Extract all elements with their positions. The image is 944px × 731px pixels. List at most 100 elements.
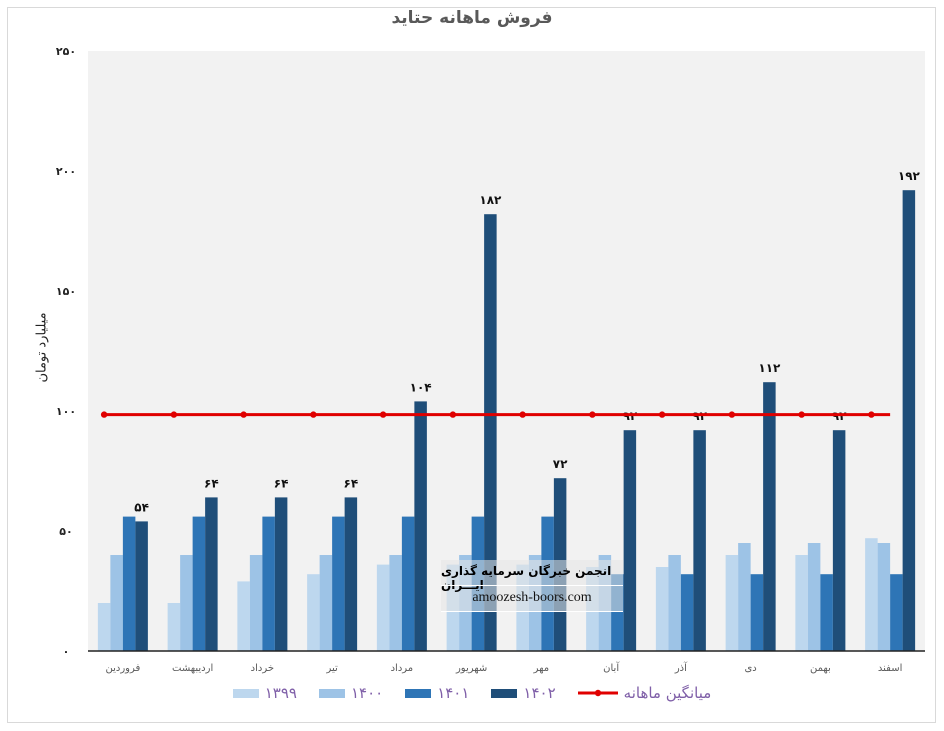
x-tick-label: اسفند [878,663,902,674]
x-tick-label: فروردین [105,663,140,674]
x-tick-label: بهمن [810,663,831,674]
x-tick-label: شهریور [455,663,487,674]
average-marker [868,411,875,418]
legend-label: میانگین ماهانه [623,684,712,702]
bar-۱۳۹۹ [307,574,320,651]
bar-۱۴۰۰ [180,555,193,651]
bar-۱۴۰۲ [693,430,706,651]
bar-۱۴۰۲ [344,497,358,651]
legend-swatch [405,688,432,698]
watermark-line1: انجمن خبرگان سرمایه گذاری ایـــران [441,564,612,592]
average-marker [240,411,247,418]
y-tick-label: ۲۵۰ [56,45,76,58]
bar-۱۳۹۹ [376,564,390,651]
average-marker [379,411,387,418]
bar-۱۴۰۰ [249,555,263,651]
bar-۱۴۰۲ [484,214,497,651]
bar-۱۴۰۲ [274,497,288,651]
legend-swatch [491,688,518,698]
x-tick-label: تیر [325,663,338,674]
legend-item: ۱۴۰۲ [491,684,556,702]
bar-۱۴۰۲ [902,190,916,651]
bar-۱۴۰۲ [205,497,218,651]
average-marker [310,411,317,418]
legend-swatch [232,688,259,698]
data-label: ۱۸۲ [479,193,502,207]
chart-frame [7,7,936,723]
bar-۱۳۹۹ [795,555,808,651]
bar-۱۴۰۱ [750,574,764,651]
bar-۱۴۰۲ [623,430,637,651]
x-tick-label: خرداد [251,663,274,674]
bar-۱۴۰۱ [192,516,206,651]
bar-۱۴۰۱ [890,574,903,651]
bar-۱۴۰۱ [820,574,833,651]
bar-۱۴۰۲ [135,521,148,651]
average-marker [728,411,736,418]
legend-line-marker [577,689,618,697]
average-marker [170,411,178,418]
legend-label: ۱۴۰۰ [350,684,384,702]
bar-۱۳۹۹ [167,603,181,651]
legend-label: ۱۳۹۹ [264,684,297,702]
data-label: ۹۲ [832,409,847,423]
x-tick-label: آذر [674,661,688,674]
plot-area [88,51,925,651]
legend-item-average: میانگین ماهانه [577,684,712,702]
bar-۱۴۰۰ [110,555,123,651]
y-tick-label: ۱۰۰ [56,405,76,418]
bar-۱۴۰۱ [262,516,275,651]
legend-label: ۱۴۰۲ [523,684,556,702]
bar-۱۳۹۹ [237,581,250,651]
bar-۱۴۰۲ [414,401,427,651]
legend-swatch [318,688,345,698]
bar-۱۴۰۰ [877,543,891,651]
data-label: ۹۲ [692,409,707,423]
data-label: ۵۴ [134,500,149,514]
legend-label: ۱۴۰۱ [437,684,470,702]
data-label: ۶۴ [344,476,359,490]
average-marker [798,411,805,418]
data-label: ۶۴ [274,476,289,490]
bar-۱۳۹۹ [865,538,878,651]
data-label: ۱۹۲ [898,169,921,183]
data-label: ۱۱۲ [758,361,781,375]
chart-title: فروش ماهانه حتاید [391,8,553,28]
bar-۱۴۰۲ [832,430,846,651]
bar-۱۴۰۰ [668,555,681,651]
x-tick-label: آبان [603,661,620,674]
bar-۱۴۰۰ [807,543,821,651]
watermark: انجمن خبرگان سرمایه گذاری ایـــران amooz… [441,560,623,612]
y-tick-label: ۱۵۰ [56,285,76,298]
x-tick-label: مهر [533,663,549,674]
bar-۱۳۹۹ [655,567,669,651]
bar-۱۴۰۰ [319,555,333,651]
bar-۱۴۰۱ [332,516,345,651]
y-tick-label: ۰ [63,645,70,658]
y-tick-label: ۵۰ [59,525,72,538]
average-marker [658,411,666,418]
data-label: ۹۲ [623,409,638,423]
bar-۱۴۰۲ [763,382,776,651]
average-marker [100,411,108,418]
bar-۱۳۹۹ [725,555,739,651]
x-tick-label: دی [744,663,756,674]
bar-۱۴۰۰ [389,555,402,651]
y-tick-label: ۲۰۰ [56,165,76,178]
x-tick-label: اردیبهشت [172,663,213,674]
average-marker [449,411,457,418]
bar-۱۳۹۹ [97,603,111,651]
bar-۱۴۰۱ [680,574,694,651]
legend: ۱۳۹۹ ۱۴۰۰ ۱۴۰۱ ۱۴۰۲ میانگین ماهانه [0,684,944,702]
average-marker [589,411,596,418]
legend-item: ۱۴۰۰ [318,684,384,702]
bar-۱۴۰۰ [738,543,751,651]
data-label: ۱۰۴ [410,380,432,394]
bar-۱۴۰۱ [401,516,415,651]
legend-item: ۱۴۰۱ [405,684,469,702]
watermark-line2: amoozesh-boors.com [472,590,592,605]
x-tick-label: مرداد [391,663,414,674]
legend-item: ۱۳۹۹ [232,684,297,702]
